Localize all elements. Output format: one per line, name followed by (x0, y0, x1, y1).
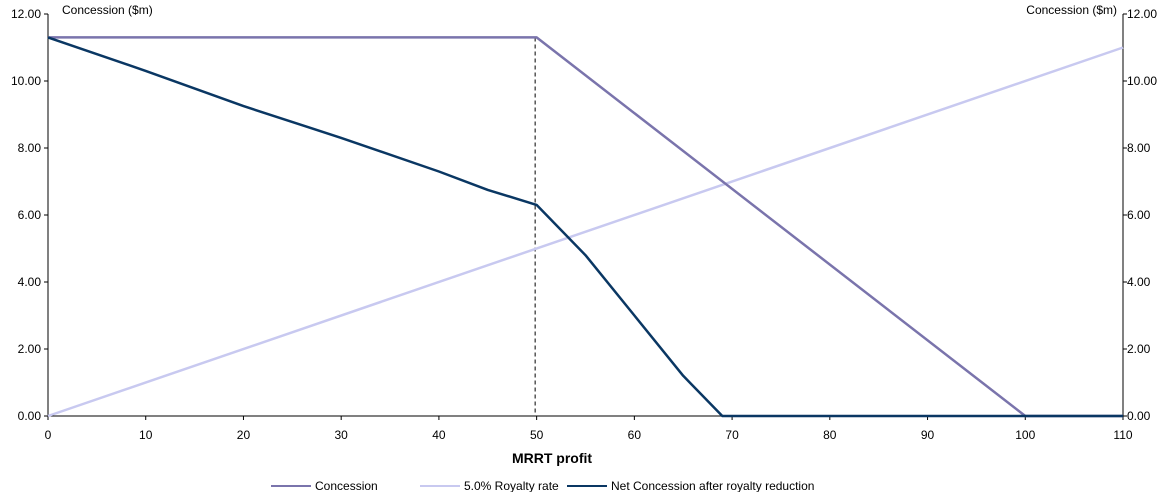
legend: Concession 5.0% Royalty rate Net Concess… (271, 479, 814, 492)
y-left-tick-label: 6.00 (18, 208, 42, 222)
x-tick-label: 0 (45, 428, 52, 442)
series-layer (47, 36, 1124, 418)
x-tick-label: 40 (432, 428, 446, 442)
y-left-tick-label: 10.00 (11, 74, 41, 88)
y-right-tick-label: 6.00 (1127, 208, 1151, 222)
x-tick-label: 110 (1113, 428, 1132, 442)
y-left-tick-label: 2.00 (18, 342, 42, 356)
y-right-tick-label: 12.00 (1127, 7, 1157, 21)
y-right-tick-label: 2.00 (1127, 342, 1151, 356)
x-tick-label: 100 (1015, 428, 1035, 442)
y-left-axis-label: Concession ($m) (62, 3, 153, 17)
x-tick-label: 20 (237, 428, 251, 442)
y-right-axis-label: Concession ($m) (1026, 3, 1117, 17)
x-tick-label: 10 (139, 428, 153, 442)
legend-label-concession: Concession (315, 479, 378, 492)
x-tick-label: 30 (335, 428, 349, 442)
legend-label-royalty-rate: 5.0% Royalty rate (464, 479, 559, 492)
y-left-tick-label: 4.00 (18, 275, 42, 289)
series-line-net-concession-after-royalty-reduction (47, 36, 1123, 418)
x-axis-label: MRRT profit (512, 450, 592, 466)
legend-label-net-concession: Net Concession after royalty reduction (611, 479, 814, 492)
x-tick-label: 80 (823, 428, 837, 442)
legend-item-net-concession: Net Concession after royalty reduction (567, 479, 814, 492)
x-tick-label: 60 (628, 428, 642, 442)
y-left-tick-label: 12.00 (11, 7, 41, 21)
y-right-tick-label: 0.00 (1127, 409, 1151, 423)
y-left-tick-label: 8.00 (18, 141, 42, 155)
x-tick-label: 50 (530, 428, 544, 442)
axes (44, 13, 1127, 420)
x-tick-label: 70 (725, 428, 739, 442)
y-right-tick-label: 8.00 (1127, 141, 1151, 155)
x-tick-label: 90 (921, 428, 935, 442)
y-right-tick-label: 4.00 (1127, 275, 1151, 289)
y-right-tick-label: 10.00 (1127, 74, 1157, 88)
series-line-5-0-royalty-rate (47, 46, 1124, 418)
legend-item-royalty-rate: 5.0% Royalty rate (420, 479, 559, 492)
y-left-tick-label: 0.00 (18, 409, 42, 423)
tick-label-layer: 0.00 0.00 2.00 2.00 4.00 4.00 6.00 6.00 8.00 8.00… (11, 7, 1157, 442)
legend-item-concession: Concession (271, 479, 378, 492)
